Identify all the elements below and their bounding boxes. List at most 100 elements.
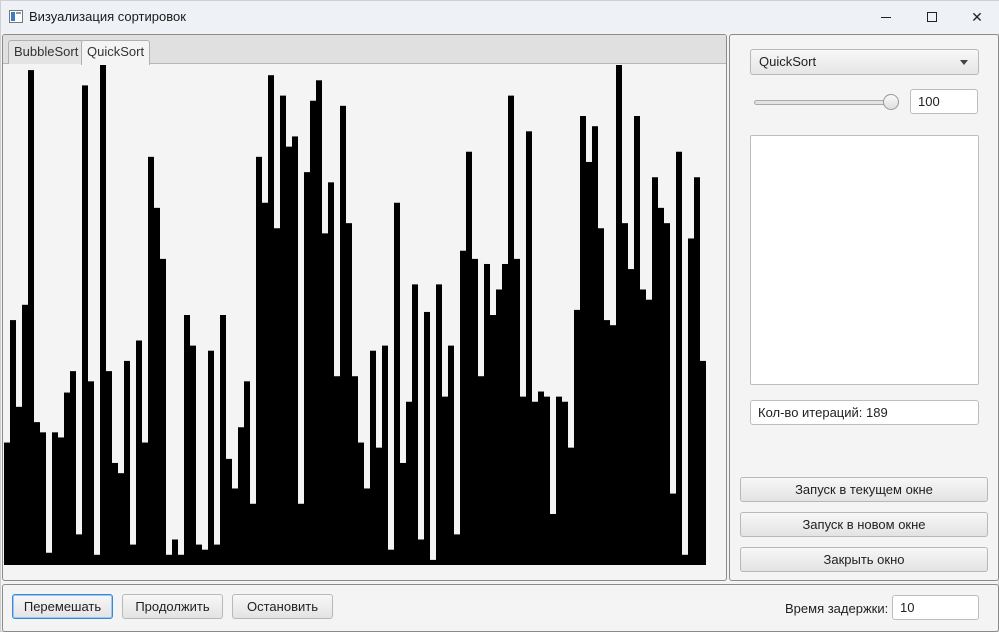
- bar-102: [616, 65, 622, 565]
- bar-79: [478, 376, 484, 565]
- algorithm-select[interactable]: QuickSort: [750, 49, 979, 75]
- bar-48: [292, 136, 298, 565]
- bar-84: [508, 95, 514, 565]
- bar-107: [646, 299, 652, 565]
- delay-input[interactable]: 10: [892, 595, 979, 620]
- bar-65: [394, 202, 400, 565]
- bar-95: [574, 309, 580, 565]
- bar-21: [130, 544, 136, 565]
- tab-bubblesort[interactable]: BubbleSort: [8, 40, 85, 64]
- bar-26: [160, 258, 166, 565]
- close-window-panel-button[interactable]: Закрыть окно: [740, 547, 988, 572]
- bar-37: [226, 458, 232, 565]
- bar-3: [22, 304, 28, 565]
- bar-25: [154, 207, 160, 565]
- bar-110: [664, 223, 670, 565]
- bar-109: [658, 207, 664, 565]
- bar-105: [634, 116, 640, 565]
- bar-17: [106, 371, 112, 565]
- visualization-panel: BubbleSort QuickSort: [2, 34, 727, 581]
- bar-54: [328, 182, 334, 566]
- bar-2: [16, 406, 22, 565]
- bar-90: [544, 396, 550, 565]
- bar-72: [436, 284, 442, 565]
- bar-1: [10, 320, 16, 565]
- minimize-button[interactable]: [863, 1, 909, 33]
- bar-8: [52, 432, 58, 565]
- bar-83: [502, 263, 508, 565]
- bar-46: [280, 95, 286, 565]
- bar-9: [58, 437, 64, 565]
- bar-111: [670, 493, 676, 565]
- bar-62: [376, 447, 382, 565]
- bar-115: [694, 177, 700, 565]
- run-new-window-button[interactable]: Запуск в новом окне: [740, 512, 988, 537]
- log-textarea[interactable]: [750, 135, 979, 385]
- bar-18: [112, 462, 118, 565]
- settings-panel: QuickSort 100 Кол-во итераций: 189 Запус…: [729, 34, 999, 581]
- bar-53: [322, 233, 328, 565]
- bar-108: [652, 177, 658, 565]
- bar-70: [424, 311, 430, 565]
- maximize-button[interactable]: [909, 1, 955, 33]
- bar-4: [28, 70, 34, 565]
- bar-94: [568, 447, 574, 565]
- bar-68: [412, 284, 418, 565]
- close-window-button[interactable]: ✕: [954, 1, 999, 33]
- bar-14: [88, 381, 94, 565]
- bar-114: [688, 238, 694, 565]
- sort-bar-chart: [4, 65, 706, 566]
- array-size-slider[interactable]: [754, 100, 894, 105]
- bar-103: [622, 223, 628, 565]
- bottom-toolbar: Перемешать Продолжить Остановить Время з…: [2, 584, 999, 632]
- algorithm-select-value: QuickSort: [759, 54, 817, 69]
- bar-73: [442, 396, 448, 565]
- tab-quicksort[interactable]: QuickSort: [81, 40, 151, 65]
- run-current-window-button[interactable]: Запуск в текущем окне: [740, 477, 988, 502]
- bar-69: [418, 539, 424, 565]
- bar-82: [496, 289, 502, 565]
- bar-92: [556, 396, 562, 565]
- stop-button[interactable]: Остановить: [232, 594, 333, 619]
- bar-75: [454, 534, 460, 565]
- bar-41: [250, 503, 256, 565]
- bar-101: [610, 325, 616, 565]
- array-size-input[interactable]: 100: [910, 89, 978, 114]
- bar-97: [586, 161, 592, 565]
- chevron-down-icon: [960, 60, 968, 65]
- bar-87: [526, 131, 532, 565]
- bar-30: [184, 315, 190, 565]
- bar-10: [64, 392, 70, 565]
- bar-85: [514, 258, 520, 565]
- bar-61: [370, 350, 376, 565]
- bar-89: [538, 391, 544, 565]
- bar-44: [268, 75, 274, 566]
- bar-40: [244, 381, 250, 565]
- bar-58: [352, 376, 358, 565]
- bar-23: [142, 442, 148, 565]
- bar-49: [298, 503, 304, 565]
- bar-24: [148, 156, 154, 565]
- bar-63: [382, 345, 388, 565]
- bar-5: [34, 422, 40, 565]
- bar-27: [166, 554, 172, 565]
- shuffle-button[interactable]: Перемешать: [12, 594, 113, 619]
- title-bar: Визуализация сортировок ✕: [1, 1, 999, 33]
- slider-thumb[interactable]: [883, 94, 899, 110]
- bar-77: [466, 151, 472, 566]
- bar-59: [358, 442, 364, 565]
- tab-bar: BubbleSort QuickSort: [3, 35, 726, 65]
- bar-28: [172, 539, 178, 565]
- bar-96: [580, 116, 586, 565]
- bar-20: [124, 360, 130, 565]
- bar-43: [262, 202, 268, 565]
- bar-78: [472, 258, 478, 565]
- bar-15: [94, 554, 100, 565]
- bar-50: [304, 172, 310, 565]
- bar-38: [232, 488, 238, 565]
- iterations-field: Кол-во итераций: 189: [750, 400, 979, 425]
- close-icon: ✕: [971, 8, 983, 25]
- continue-button[interactable]: Продолжить: [122, 594, 223, 619]
- bar-6: [40, 432, 46, 565]
- bar-113: [682, 554, 688, 565]
